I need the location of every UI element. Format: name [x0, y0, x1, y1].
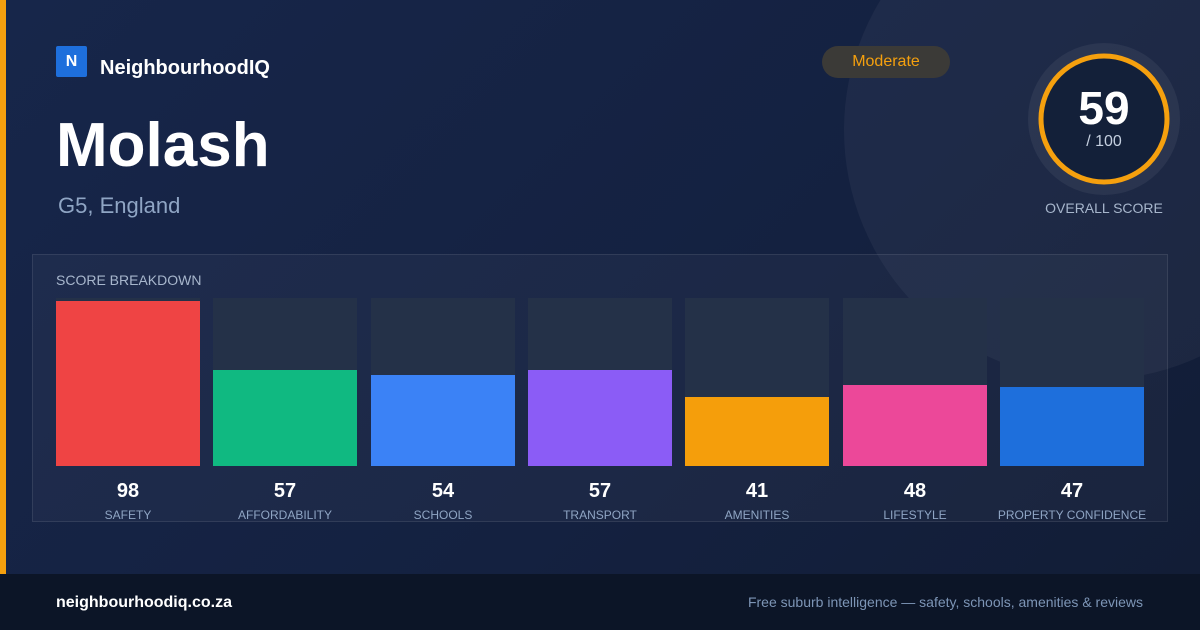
- overall-score-max: / 100: [1086, 133, 1122, 150]
- accent-bar: [0, 0, 6, 574]
- footer-url[interactable]: neighbourhoodiq.co.za: [56, 594, 232, 611]
- score-breakdown-bars: 98 SAFETY 57 AFFORDABILITY 54 SCHOOLS 57 TRANSP…: [56, 298, 1146, 522]
- score-bar-label: SAFETY: [104, 508, 152, 522]
- score-bar-track: [528, 298, 672, 466]
- brand-logo-letter: N: [65, 52, 78, 70]
- brand-name: NeighbourhoodIQ: [100, 57, 270, 79]
- score-bar-track: [685, 298, 829, 466]
- score-bar-fill: [685, 397, 829, 466]
- score-bar-lifestyle: 48 LIFESTYLE: [843, 298, 987, 522]
- score-ring-inner: [1041, 56, 1167, 182]
- score-bar-track: [843, 298, 987, 466]
- rating-badge: Moderate: [822, 46, 950, 78]
- score-bar-label: SCHOOLS: [413, 508, 473, 522]
- score-bar-value: 98: [116, 480, 140, 502]
- preview-card: [0, 0, 1200, 574]
- score-bar-amenities: 41 AMENITIES: [685, 298, 829, 522]
- score-bar-value: 54: [431, 480, 455, 502]
- score-bar-value: 57: [273, 480, 297, 502]
- overall-score-value: 59: [1078, 82, 1130, 134]
- score-bar-label: AFFORDABILITY: [237, 508, 332, 522]
- score-bar-value: 41: [745, 480, 769, 502]
- score-bar-value: 57: [588, 480, 612, 502]
- score-bar-value: 48: [903, 480, 927, 502]
- score-bar-fill: [528, 370, 672, 466]
- brand-logo-icon: N: [56, 46, 87, 77]
- score-bar-track: [56, 298, 200, 466]
- score-bar-property-confidence: 47 PROPERTY CONFIDENCE: [998, 298, 1146, 522]
- score-ring-arc: [1038, 53, 1170, 185]
- score-bar-label: TRANSPORT: [563, 508, 637, 522]
- score-bar-transport: 57 TRANSPORT: [528, 298, 672, 522]
- score-breakdown-panel: [32, 254, 1168, 522]
- rating-badge-label: Moderate: [852, 53, 920, 70]
- score-bar-fill: [213, 370, 357, 466]
- page-title: Molash: [56, 111, 270, 180]
- score-bar-label: PROPERTY CONFIDENCE: [997, 508, 1147, 522]
- overall-score-ring: [1028, 43, 1180, 195]
- score-bar-affordability: 57 AFFORDABILITY: [213, 298, 357, 522]
- score-bar-safety: 98 SAFETY: [56, 298, 200, 522]
- score-bar-fill: [843, 385, 987, 466]
- score-bar-fill: [1000, 387, 1144, 466]
- score-bar-fill: [56, 301, 200, 466]
- score-bar-track: [371, 298, 515, 466]
- score-bar-track: [213, 298, 357, 466]
- score-bar-fill: [371, 375, 515, 466]
- score-bar-value: 47: [1060, 480, 1084, 502]
- score-bar-track: [1000, 298, 1144, 466]
- overall-score-label: OVERALL SCORE: [1045, 200, 1163, 216]
- footer-tagline: Free suburb intelligence — safety, schoo…: [747, 594, 1143, 610]
- score-bar-schools: 54 SCHOOLS: [371, 298, 515, 522]
- location-subtitle: G5, England: [58, 193, 181, 218]
- footer: [0, 574, 1200, 630]
- score-bar-label: LIFESTYLE: [883, 508, 947, 522]
- score-breakdown-title: SCORE BREAKDOWN: [56, 272, 202, 288]
- score-bar-label: AMENITIES: [724, 508, 790, 522]
